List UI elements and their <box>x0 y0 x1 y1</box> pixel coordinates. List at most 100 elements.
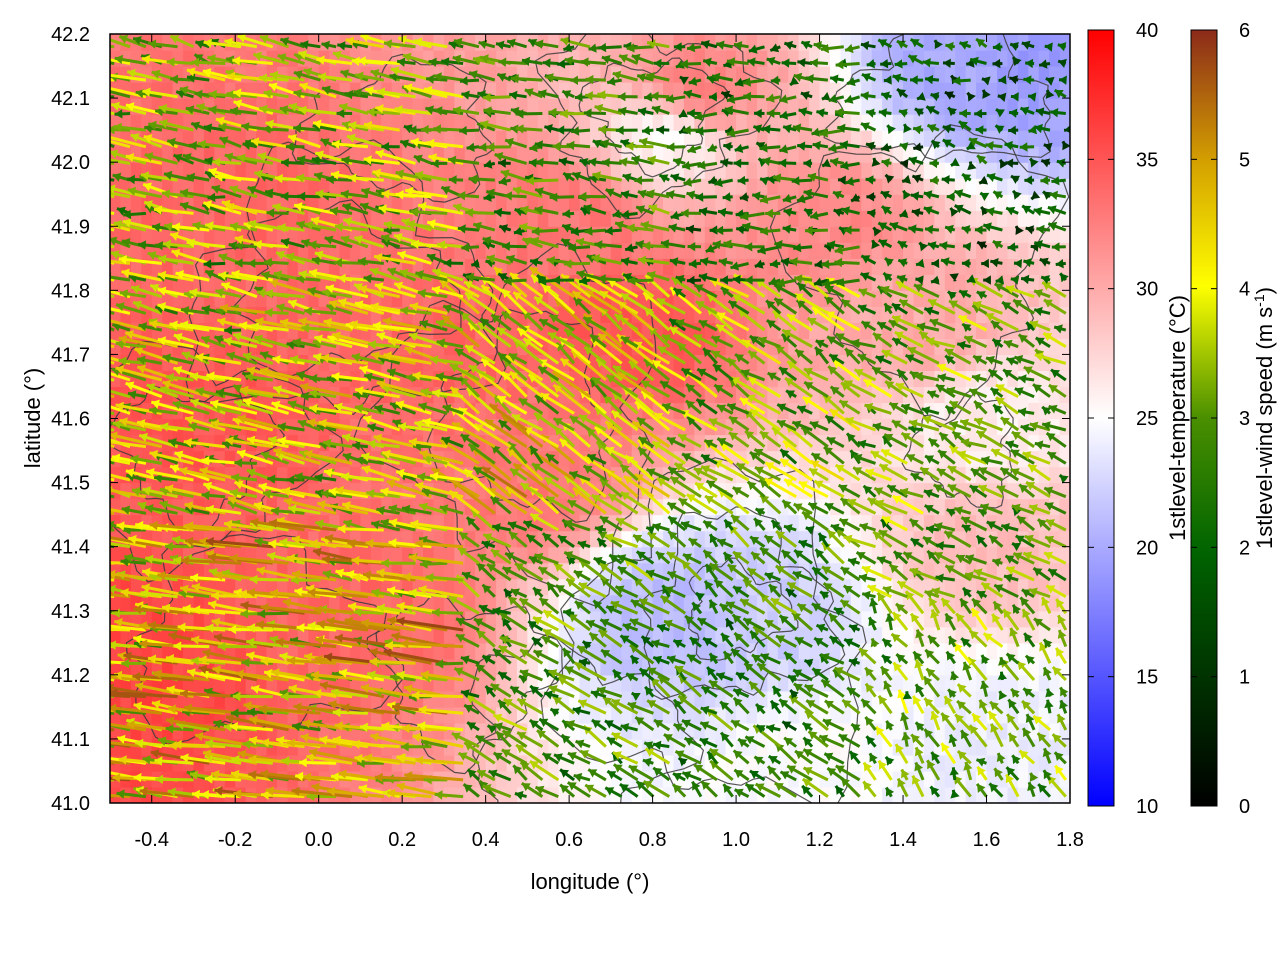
heatmap-cell <box>464 594 476 612</box>
heatmap-cell <box>548 466 560 484</box>
heatmap-cell <box>120 482 132 500</box>
heatmap-cell <box>736 338 748 356</box>
heatmap-cell <box>798 658 810 676</box>
heatmap-cell <box>402 338 414 356</box>
heatmap-cell <box>715 722 727 740</box>
heatmap-cell <box>1049 738 1061 756</box>
heatmap-cell <box>475 226 487 243</box>
heatmap-cell <box>673 226 685 243</box>
heatmap-cell <box>788 306 800 323</box>
heatmap-cell <box>256 178 268 195</box>
heatmap-cell <box>809 786 821 803</box>
heatmap-cell <box>736 114 748 131</box>
heatmap-cell <box>151 690 163 708</box>
heatmap-cell <box>464 706 476 724</box>
heatmap-cell <box>923 290 935 307</box>
heatmap-cell <box>1017 690 1029 708</box>
heatmap-cell <box>882 194 894 211</box>
heatmap-cell <box>1007 194 1019 211</box>
heatmap-cell <box>955 530 967 548</box>
heatmap-cell <box>391 306 403 323</box>
heatmap-cell <box>955 434 967 452</box>
heatmap-cell <box>663 658 675 676</box>
heatmap-cell <box>496 546 508 564</box>
heatmap-cell <box>433 258 445 275</box>
heatmap-cell <box>350 546 362 564</box>
heatmap-cell <box>809 338 821 356</box>
heatmap-cell <box>913 482 925 500</box>
heatmap-cell <box>329 594 341 612</box>
heatmap-cell <box>297 706 309 724</box>
heatmap-cell <box>673 690 685 708</box>
heatmap-cell <box>224 274 236 291</box>
heatmap-cell <box>151 178 163 195</box>
heatmap-cell <box>652 610 664 628</box>
heatmap-cell <box>203 690 215 708</box>
heatmap-cell <box>976 786 988 803</box>
heatmap-cell <box>318 562 330 580</box>
heatmap-cell <box>496 130 508 147</box>
heatmap-cell <box>162 722 174 740</box>
heatmap-cell <box>172 514 184 532</box>
heatmap-cell <box>798 722 810 740</box>
heatmap-cell <box>558 578 570 596</box>
heatmap-cell <box>704 226 716 243</box>
wind-vector <box>110 661 115 665</box>
heatmap-cell <box>381 306 393 323</box>
heatmap-cell <box>485 754 497 772</box>
heatmap-cell <box>809 466 821 484</box>
heatmap-cell <box>944 274 956 291</box>
heatmap-cell <box>235 642 247 660</box>
heatmap-cell <box>642 194 654 211</box>
heatmap-cell <box>861 258 873 275</box>
heatmap-cell <box>610 754 622 772</box>
heatmap-cell <box>297 562 309 580</box>
heatmap-cell <box>725 466 737 484</box>
heatmap-cell <box>642 242 654 259</box>
heatmap-cell <box>590 770 602 788</box>
heatmap-cell <box>652 306 664 323</box>
heatmap-cell <box>652 370 664 388</box>
heatmap-cell <box>830 290 842 307</box>
heatmap-cell <box>412 274 424 291</box>
heatmap-cell <box>235 562 247 580</box>
heatmap-cell <box>840 338 852 356</box>
heatmap-cell <box>996 194 1008 211</box>
heatmap-cell <box>903 258 915 275</box>
heatmap-cell <box>141 594 153 612</box>
heatmap-cell <box>433 338 445 356</box>
heatmap-cell <box>391 562 403 580</box>
heatmap-cell <box>162 210 174 227</box>
heatmap-cell <box>433 674 445 692</box>
heatmap-cell <box>579 562 591 580</box>
heatmap-cell <box>683 786 695 803</box>
heatmap-cell <box>704 498 716 516</box>
heatmap-cell <box>725 290 737 307</box>
heatmap-cell <box>1038 338 1050 356</box>
heatmap-cell <box>976 354 988 372</box>
heatmap-cell <box>464 402 476 420</box>
heatmap-cell <box>882 338 894 356</box>
heatmap-cell <box>746 258 758 275</box>
heatmap-cell <box>496 370 508 388</box>
heatmap-cell <box>610 370 622 388</box>
heatmap-cell <box>694 642 706 660</box>
heatmap-cell <box>402 706 414 724</box>
heatmap-cell <box>600 226 612 243</box>
heatmap-cell <box>955 706 967 724</box>
heatmap-cell <box>704 322 716 339</box>
heatmap-cell <box>381 242 393 259</box>
heatmap-cell <box>830 514 842 532</box>
heatmap-cell <box>736 754 748 772</box>
heatmap-cell <box>308 514 320 532</box>
heatmap-cell <box>569 626 581 644</box>
heatmap-cell <box>203 626 215 644</box>
heatmap-cell <box>276 274 288 291</box>
heatmap-cell <box>110 178 122 195</box>
heatmap-cell <box>454 642 466 660</box>
heatmap-cell <box>308 290 320 307</box>
heatmap-cell <box>996 578 1008 596</box>
heatmap-cell <box>391 274 403 291</box>
heatmap-cell <box>600 674 612 692</box>
heatmap-cell <box>892 722 904 740</box>
